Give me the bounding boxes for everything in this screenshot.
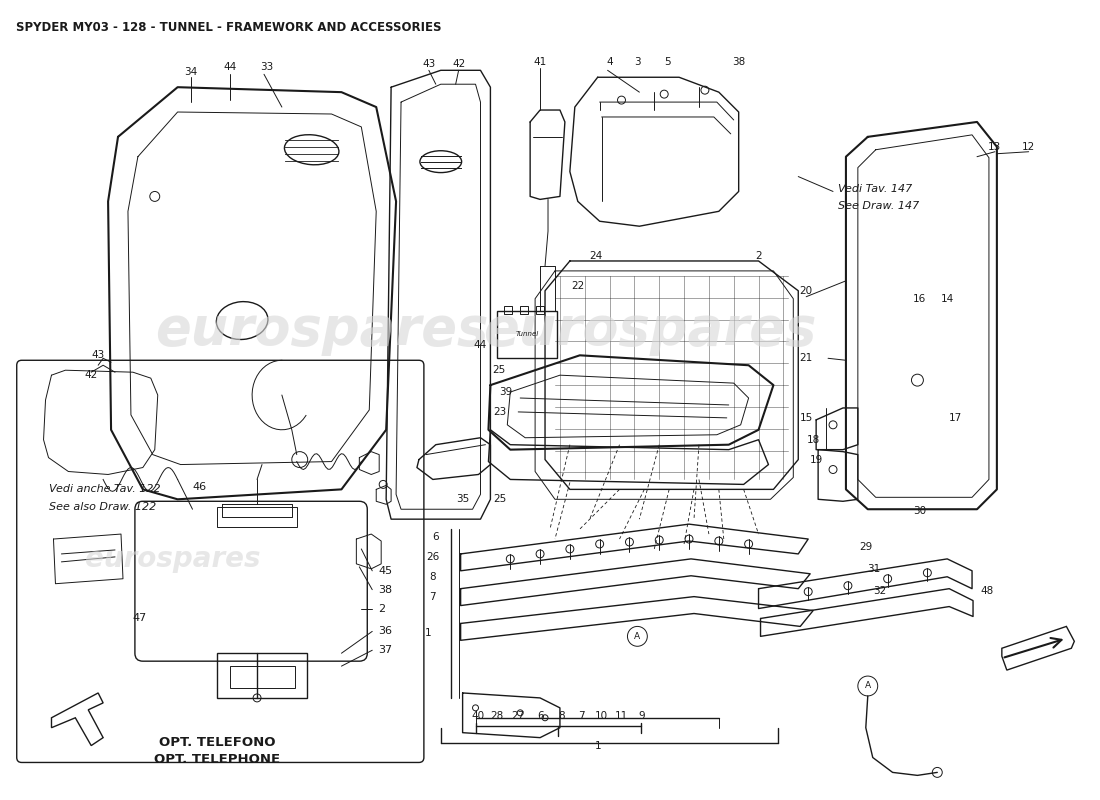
Text: eurospares: eurospares xyxy=(85,545,261,573)
Text: 20: 20 xyxy=(800,286,813,296)
Text: 40: 40 xyxy=(471,710,484,721)
Text: 15: 15 xyxy=(800,413,813,423)
Text: Vedi anche Tav. 122: Vedi anche Tav. 122 xyxy=(48,484,161,494)
Text: 21: 21 xyxy=(800,354,813,363)
Text: A: A xyxy=(865,682,871,690)
Text: See also Draw. 122: See also Draw. 122 xyxy=(48,502,156,512)
Text: 43: 43 xyxy=(422,59,436,70)
Text: 31: 31 xyxy=(867,564,880,574)
Bar xyxy=(536,306,544,314)
Text: 12: 12 xyxy=(1022,142,1035,152)
Text: 38: 38 xyxy=(733,58,746,67)
Text: 41: 41 xyxy=(534,58,547,67)
Text: 35: 35 xyxy=(456,494,470,504)
Text: 4: 4 xyxy=(606,58,613,67)
Text: 3: 3 xyxy=(634,58,640,67)
Text: 9: 9 xyxy=(638,710,645,721)
Text: 42: 42 xyxy=(452,59,465,70)
Text: 48: 48 xyxy=(980,586,993,596)
Text: 23: 23 xyxy=(494,407,507,417)
Bar xyxy=(230,666,295,688)
Polygon shape xyxy=(1002,626,1075,670)
Text: 38: 38 xyxy=(378,585,393,594)
Text: 22: 22 xyxy=(571,281,584,290)
Text: Vedi Tav. 147: Vedi Tav. 147 xyxy=(838,185,912,194)
Text: OPT. TELEPHONE: OPT. TELEPHONE xyxy=(154,753,280,766)
Text: 37: 37 xyxy=(378,646,393,655)
Text: 14: 14 xyxy=(940,294,954,304)
Text: 34: 34 xyxy=(184,67,197,78)
Text: 45: 45 xyxy=(378,566,393,576)
Bar xyxy=(218,507,297,527)
Text: SPYDER MY03 - 128 - TUNNEL - FRAMEWORK AND ACCESSORIES: SPYDER MY03 - 128 - TUNNEL - FRAMEWORK A… xyxy=(15,21,441,34)
Text: 24: 24 xyxy=(590,251,603,261)
Text: 44: 44 xyxy=(223,62,236,72)
Text: 43: 43 xyxy=(91,350,104,360)
Text: A: A xyxy=(635,632,640,641)
Text: 8: 8 xyxy=(559,710,565,721)
Bar xyxy=(520,306,528,314)
Text: 28: 28 xyxy=(491,710,504,721)
Text: eurospares: eurospares xyxy=(483,305,816,357)
Text: 5: 5 xyxy=(664,58,671,67)
Text: 7: 7 xyxy=(579,710,585,721)
Text: 6: 6 xyxy=(537,710,543,721)
Text: See Draw. 147: See Draw. 147 xyxy=(838,202,920,211)
Text: 33: 33 xyxy=(261,62,274,72)
Text: 10: 10 xyxy=(595,710,608,721)
Bar xyxy=(504,306,513,314)
Bar xyxy=(218,654,307,698)
Text: 36: 36 xyxy=(378,626,393,636)
Text: 2: 2 xyxy=(378,603,385,614)
Text: 32: 32 xyxy=(873,586,887,596)
Text: 39: 39 xyxy=(498,387,512,397)
Text: 47: 47 xyxy=(133,614,147,623)
Text: Tunnel: Tunnel xyxy=(516,331,539,338)
Text: 11: 11 xyxy=(615,710,628,721)
Text: 25: 25 xyxy=(494,494,507,504)
Text: 25: 25 xyxy=(493,366,506,375)
Text: 18: 18 xyxy=(806,434,820,445)
Text: eurospares: eurospares xyxy=(155,305,488,357)
Text: 8: 8 xyxy=(429,572,436,582)
Text: 13: 13 xyxy=(988,142,1001,152)
Text: 42: 42 xyxy=(85,370,98,380)
Text: 26: 26 xyxy=(426,552,439,562)
Text: 2: 2 xyxy=(756,251,762,261)
Text: 27: 27 xyxy=(512,710,525,721)
Text: 30: 30 xyxy=(913,506,926,516)
Text: 1: 1 xyxy=(594,741,601,750)
Text: 7: 7 xyxy=(429,592,436,602)
Text: 19: 19 xyxy=(810,454,823,465)
Text: 44: 44 xyxy=(474,340,487,350)
Text: 46: 46 xyxy=(192,482,207,492)
Text: 29: 29 xyxy=(859,542,872,552)
Text: 16: 16 xyxy=(913,294,926,304)
Polygon shape xyxy=(52,693,103,746)
Text: 1: 1 xyxy=(425,628,431,638)
Bar xyxy=(497,310,557,358)
Text: 6: 6 xyxy=(432,532,439,542)
Text: OPT. TELEFONO: OPT. TELEFONO xyxy=(160,736,276,749)
Text: 17: 17 xyxy=(948,413,961,423)
